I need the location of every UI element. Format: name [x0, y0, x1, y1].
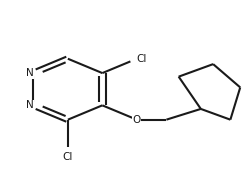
Text: Cl: Cl — [63, 152, 73, 162]
Text: N: N — [26, 100, 33, 110]
Text: Cl: Cl — [137, 54, 147, 64]
Text: O: O — [133, 115, 141, 125]
Text: N: N — [26, 68, 33, 78]
